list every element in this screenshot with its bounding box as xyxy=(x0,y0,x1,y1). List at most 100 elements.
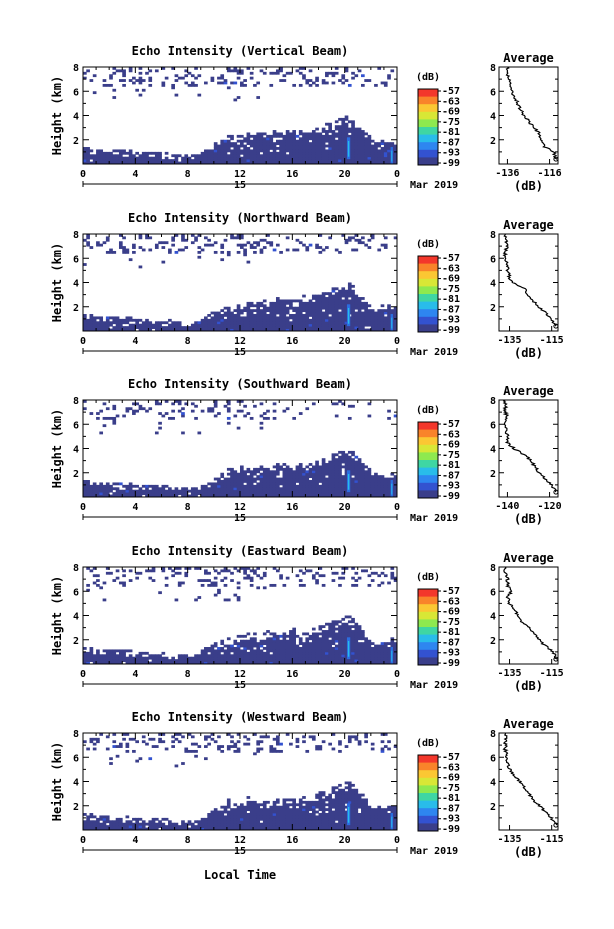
colorbar-segment xyxy=(418,278,438,287)
colorbar-segment xyxy=(418,777,438,786)
colorbar-segment xyxy=(418,316,438,325)
colorbar-tick-label: -57 xyxy=(442,419,460,430)
profile-line xyxy=(502,233,557,327)
x-tick-label: 16 xyxy=(286,835,298,846)
profile-y-tick-label: 2 xyxy=(490,136,496,147)
colorbar-segment xyxy=(418,89,438,98)
profile-y-tick-label: 8 xyxy=(490,729,496,740)
profile-x-tick-label: -115 xyxy=(540,668,564,679)
panel-2: Echo Intensity (Southward Beam)0 4 8 12 16 20… xyxy=(50,377,562,526)
profile-x-tick-label: -115 xyxy=(540,834,564,845)
colorbar-tick-label: -63 xyxy=(442,596,460,607)
profile-title: Average xyxy=(503,717,554,731)
profile-x-tick-label: -115 xyxy=(540,335,564,346)
x-tick-label: 0 xyxy=(80,669,86,680)
day-label: 15 xyxy=(234,180,246,191)
day-label: 15 xyxy=(234,347,246,358)
colorbar-tick-label: -75 xyxy=(442,117,460,128)
x-tick-label: 0 xyxy=(394,669,400,680)
profile-x-axis-label: (dB) xyxy=(514,845,543,859)
profile-y-tick-label: 6 xyxy=(490,587,496,598)
y-tick-label: 2 xyxy=(73,303,79,314)
colorbar-tick-label: -69 xyxy=(442,274,460,285)
x-tick-label: 0 xyxy=(394,336,400,347)
profile-x-tick-label: -120 xyxy=(538,501,562,512)
colorbar-tick-label: -81 xyxy=(442,460,460,471)
profile-frame xyxy=(498,66,559,165)
y-axis-label: Height (km) xyxy=(50,409,64,488)
profile-x-tick-label: -135 xyxy=(497,834,521,845)
x-tick-label: 12 xyxy=(234,502,246,513)
colorbar-tick-label: -63 xyxy=(442,96,460,107)
day-label: 15 xyxy=(234,513,246,524)
colorbar-segment xyxy=(418,808,438,817)
date-label: Mar 2019 xyxy=(410,846,458,857)
precip-core xyxy=(347,307,350,324)
colorbar-tick-label: -93 xyxy=(442,648,460,659)
echo-field xyxy=(83,400,397,497)
colorbar-segment xyxy=(418,800,438,809)
x-tick-label: 20 xyxy=(339,336,351,347)
colorbar-tick-label: -81 xyxy=(442,793,460,804)
profile-end-marker xyxy=(553,822,559,828)
colorbar-segment xyxy=(418,452,438,461)
profile-y-tick-label: 8 xyxy=(490,63,496,74)
colorbar-tick-label: -99 xyxy=(442,158,460,169)
profile-y-tick-label: 4 xyxy=(490,778,496,789)
profile-line xyxy=(502,399,557,493)
panel-title: Echo Intensity (Vertical Beam) xyxy=(132,44,349,58)
colorbar-frame xyxy=(417,88,439,166)
colorbar-segment xyxy=(418,96,438,105)
panel-4: Echo Intensity (Westward Beam) 0 4 8 12 16 20 0… xyxy=(50,710,564,859)
x-axis-label-local-time: Local Time xyxy=(204,868,276,882)
profile-end-marker xyxy=(553,156,559,162)
colorbar-tick-label: -69 xyxy=(442,773,460,784)
profile-y-tick-label: 4 xyxy=(490,445,496,456)
colorbar-segment xyxy=(418,657,438,666)
colorbar-unit: (dB) xyxy=(416,239,440,250)
colorbar-segment xyxy=(418,422,438,431)
colorbar-tick-label: -57 xyxy=(442,86,460,97)
y-tick-label: 8 xyxy=(73,230,79,241)
y-tick-label: 8 xyxy=(73,729,79,740)
date-label: Mar 2019 xyxy=(410,513,458,524)
colorbar-segment xyxy=(418,649,438,658)
colorbar-tick-label: -93 xyxy=(442,148,460,159)
y-tick-label: 4 xyxy=(73,279,79,290)
x-tick-label: 16 xyxy=(286,669,298,680)
colorbar-tick-label: -69 xyxy=(442,440,460,451)
profile-end-marker xyxy=(553,489,559,495)
colorbar-segment xyxy=(418,627,438,636)
date-label: Mar 2019 xyxy=(410,180,458,191)
profile-line xyxy=(503,566,558,660)
x-tick-label: 0 xyxy=(80,169,86,180)
profile-end-marker xyxy=(553,656,559,662)
colorbar-segment xyxy=(418,611,438,620)
colorbar-unit: (dB) xyxy=(416,72,440,83)
colorbar-tick-label: -63 xyxy=(442,762,460,773)
x-tick-label: 4 xyxy=(132,336,138,347)
x-tick-label: 16 xyxy=(286,502,298,513)
precip-core xyxy=(391,816,393,828)
colorbar-tick-label: -75 xyxy=(442,783,460,794)
x-tick-label: 0 xyxy=(394,502,400,513)
colorbar-frame xyxy=(417,588,439,666)
colorbar-segment xyxy=(418,475,438,484)
day-label: 15 xyxy=(234,680,246,691)
precip-core xyxy=(347,806,350,823)
profile-x-tick-label: -136 xyxy=(495,168,519,179)
y-tick-label: 6 xyxy=(73,753,79,764)
colorbar-tick-label: -87 xyxy=(442,470,460,481)
profile-y-tick-label: 6 xyxy=(490,420,496,431)
colorbar-tick-label: -99 xyxy=(442,491,460,502)
precip-core xyxy=(347,473,350,490)
colorbar-segment xyxy=(418,596,438,605)
colorbar-frame xyxy=(417,421,439,499)
colorbar-segment xyxy=(418,429,438,438)
y-tick-label: 6 xyxy=(73,420,79,431)
colorbar-tick-label: -99 xyxy=(442,325,460,336)
profile-y-tick-label: 8 xyxy=(490,396,496,407)
x-tick-label: 0 xyxy=(394,169,400,180)
x-tick-label: 0 xyxy=(80,835,86,846)
profile-x-tick-label: -135 xyxy=(497,668,521,679)
